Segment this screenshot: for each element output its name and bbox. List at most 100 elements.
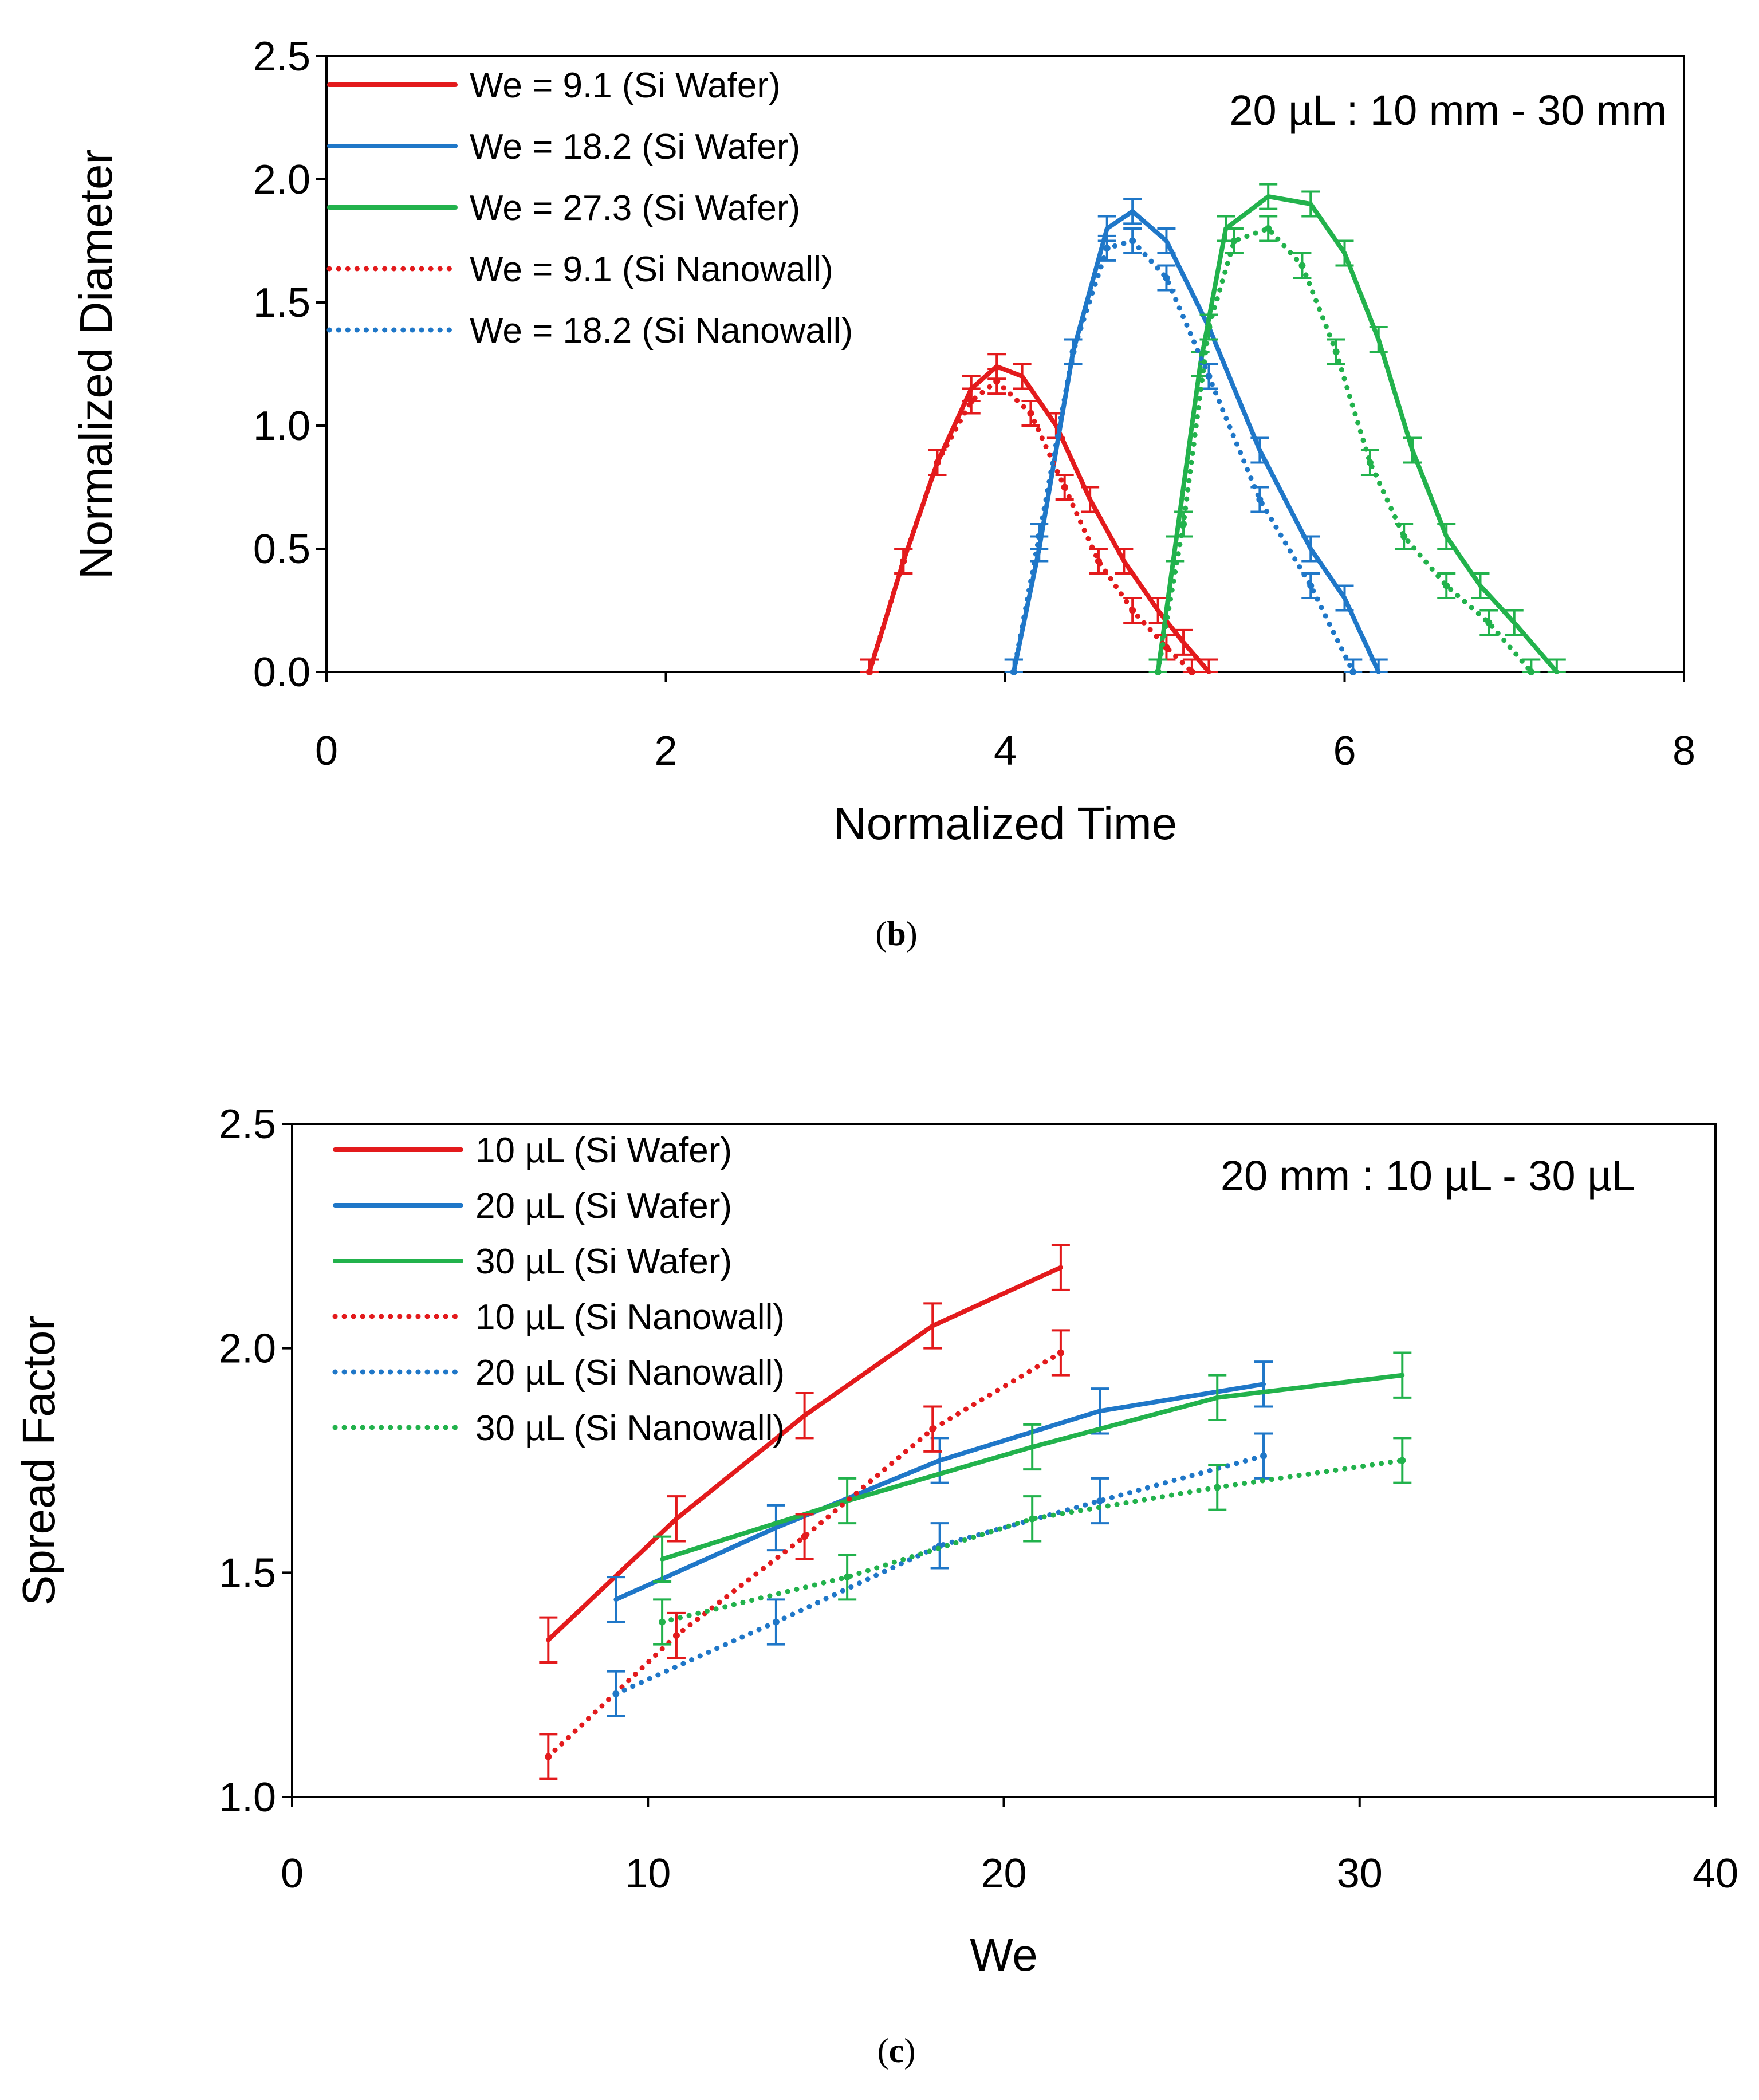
data-point bbox=[1188, 668, 1195, 675]
y-axis-label: Spread Factor bbox=[13, 1315, 64, 1606]
data-point bbox=[1010, 668, 1017, 675]
y-tick-label: 1.5 bbox=[219, 1550, 276, 1596]
x-tick-label: 40 bbox=[1693, 1851, 1738, 1897]
x-tick-label: 6 bbox=[1333, 728, 1356, 774]
y-tick-label: 2.5 bbox=[253, 34, 310, 80]
x-tick-label: 20 bbox=[981, 1851, 1026, 1897]
x-tick-label: 8 bbox=[1673, 728, 1695, 774]
series-2 bbox=[607, 1360, 1273, 1623]
x-tick-label: 10 bbox=[625, 1851, 671, 1897]
data-point bbox=[1027, 410, 1034, 417]
data-point bbox=[1214, 1484, 1221, 1491]
y-tick-label: 2.0 bbox=[253, 157, 310, 203]
data-point bbox=[1443, 582, 1450, 589]
legend-label: 30 µL (Si Nanowall) bbox=[475, 1409, 785, 1448]
data-point bbox=[659, 1618, 666, 1626]
data-point bbox=[1528, 668, 1535, 675]
legend-label: We = 18.2 (Si Wafer) bbox=[470, 127, 800, 167]
data-point bbox=[1205, 373, 1213, 380]
data-point bbox=[929, 1425, 936, 1433]
data-point bbox=[545, 1753, 552, 1760]
data-point bbox=[900, 557, 907, 565]
series-line bbox=[545, 1350, 1064, 1759]
data-point bbox=[801, 1533, 808, 1540]
legend-label: We = 18.2 (Si Nanowall) bbox=[470, 311, 853, 351]
y-tick-label: 1.0 bbox=[219, 1775, 276, 1820]
data-point bbox=[866, 668, 873, 675]
y-tick-label: 1.5 bbox=[253, 280, 310, 326]
series-line bbox=[613, 1453, 1266, 1697]
y-tick-label: 0.5 bbox=[253, 526, 310, 572]
data-point bbox=[1061, 483, 1068, 491]
data-point bbox=[672, 1632, 680, 1639]
data-point bbox=[1349, 668, 1357, 675]
caption-close-paren: ) bbox=[904, 2032, 915, 2070]
data-point bbox=[993, 377, 1001, 385]
series-6 bbox=[653, 1437, 1412, 1646]
figure-caption: (c) bbox=[877, 2032, 916, 2070]
data-point bbox=[1265, 225, 1272, 232]
series-3 bbox=[653, 1351, 1412, 1583]
data-point bbox=[1095, 557, 1102, 565]
data-point bbox=[1036, 533, 1043, 540]
data-point bbox=[1205, 324, 1213, 331]
series-line bbox=[659, 1458, 1405, 1625]
caption-close-paren: ) bbox=[906, 915, 918, 953]
data-point bbox=[1057, 1349, 1064, 1356]
data-point bbox=[1485, 619, 1493, 626]
data-point bbox=[1129, 237, 1136, 245]
legend-label: 10 µL (Si Wafer) bbox=[475, 1131, 732, 1170]
chart-c: 1.0 1.5 2.0 2.5 0 10 20 30 40 We Spread Factor 20 m… bbox=[13, 1102, 1738, 2070]
data-point bbox=[967, 398, 975, 404]
data-point bbox=[1256, 496, 1264, 503]
caption-letter: b bbox=[887, 915, 906, 953]
legend-label: 30 µL (Si Wafer) bbox=[475, 1242, 732, 1281]
series-1 bbox=[539, 1244, 1070, 1664]
data-point bbox=[1332, 348, 1340, 355]
x-tick-label: 4 bbox=[994, 728, 1017, 774]
series-4 bbox=[539, 1329, 1070, 1780]
legend-label: We = 9.1 (Si Nanowall) bbox=[470, 250, 833, 289]
series-6 bbox=[1148, 215, 1541, 675]
legend-label: 20 µL (Si Nanowall) bbox=[475, 1353, 785, 1393]
data-point bbox=[1154, 668, 1162, 675]
data-point bbox=[1163, 274, 1170, 281]
data-point bbox=[1096, 1497, 1104, 1504]
x-tick-label: 0 bbox=[315, 728, 338, 774]
legend: 10 µL (Si Wafer) 20 µL (Si Wafer) 30 µL (S… bbox=[332, 1131, 785, 1448]
legend-label: 20 µL (Si Wafer) bbox=[475, 1186, 732, 1226]
x-tick-label: 0 bbox=[281, 1851, 304, 1897]
series-line bbox=[1011, 238, 1356, 675]
chart-annotation: 20 µL : 10 mm - 30 mm bbox=[1229, 86, 1667, 134]
data-point bbox=[1399, 1457, 1406, 1464]
y-tick-label: 2.0 bbox=[219, 1326, 276, 1372]
x-axis-label: Normalized Time bbox=[833, 798, 1177, 849]
x-tick-label: 2 bbox=[654, 728, 677, 774]
legend-label: We = 9.1 (Si Wafer) bbox=[470, 66, 781, 105]
data-point bbox=[1103, 245, 1111, 252]
data-point bbox=[1400, 533, 1408, 540]
data-point bbox=[1307, 582, 1315, 589]
chart-b: 0.0 0.5 1.0 1.5 2.0 2.5 0 2 4 6 8 Normalized Time No… bbox=[70, 34, 1695, 953]
legend-label: 10 µL (Si Nanowall) bbox=[475, 1297, 785, 1337]
chart-annotation: 20 mm : 10 µL - 30 µL bbox=[1221, 1152, 1635, 1200]
legend: We = 9.1 (Si Wafer) We = 18.2 (Si Wafer) W… bbox=[326, 66, 853, 351]
caption-open-paren: ( bbox=[875, 915, 887, 953]
x-tick-label: 30 bbox=[1337, 1851, 1383, 1897]
y-tick-label: 2.5 bbox=[219, 1102, 276, 1147]
data-point bbox=[1180, 521, 1187, 528]
series-5 bbox=[607, 1432, 1273, 1717]
y-tick-label: 1.0 bbox=[253, 403, 310, 449]
data-point bbox=[612, 1690, 620, 1697]
data-point bbox=[772, 1618, 780, 1626]
y-axis-label: Normalized Diameter bbox=[70, 149, 121, 579]
y-tick-label: 0.0 bbox=[253, 650, 310, 695]
data-point bbox=[1129, 607, 1136, 614]
caption-open-paren: ( bbox=[877, 2032, 889, 2070]
series-5 bbox=[1004, 227, 1363, 675]
figure-caption: (b) bbox=[875, 915, 917, 953]
x-axis-label: We bbox=[970, 1929, 1038, 1980]
data-point bbox=[1298, 262, 1306, 269]
caption-letter: c bbox=[889, 2032, 904, 2070]
